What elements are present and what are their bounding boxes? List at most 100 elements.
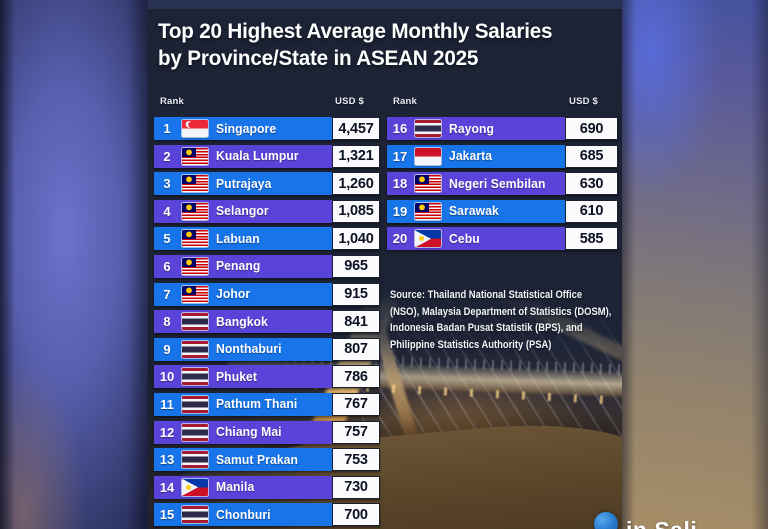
rank-number: 5 — [163, 231, 171, 247]
province-name: Nonthaburi — [216, 342, 282, 357]
province-name: Jakarta — [449, 149, 493, 164]
ranking-column-left: 1 Singapore 4,457 2 Kuala Lumpur 1,321 3… — [154, 117, 380, 529]
salary-value: 610 — [565, 199, 618, 223]
province-name: Sarawak — [449, 204, 499, 219]
table-row: 2 Kuala Lumpur 1,321 — [154, 144, 380, 168]
province-name: Negeri Sembilan — [449, 176, 546, 191]
salary-value: 965 — [332, 254, 380, 278]
province-name: Pathum Thani — [216, 397, 298, 412]
table-row: 12 Chiang Mai 757 — [154, 420, 380, 444]
salary-value: 730 — [332, 475, 380, 499]
province-name: Penang — [216, 259, 261, 274]
rank-number: 3 — [163, 176, 171, 192]
watermark-circle-icon — [594, 512, 618, 529]
rank-number: 20 — [392, 231, 408, 247]
watermark-text: in Sali — [626, 517, 697, 529]
table-row: 1 Singapore 4,457 — [154, 117, 380, 140]
country-flag-icon — [415, 120, 441, 137]
usd-header-left: USD $ — [335, 96, 364, 107]
salary-value: 700 — [332, 503, 380, 527]
salary-value: 753 — [332, 448, 380, 472]
province-name: Phuket — [216, 369, 258, 384]
watermark-logo: in Sali — [594, 512, 697, 529]
country-flag-icon — [182, 230, 208, 248]
table-row: 11 Pathum Thani 767 — [154, 392, 380, 416]
salary-value: 1,085 — [332, 199, 380, 223]
province-name: Putrajaya — [216, 176, 272, 191]
country-flag-icon — [415, 147, 441, 165]
blurred-backdrop-left — [0, 0, 148, 529]
rank-number: 18 — [392, 176, 408, 192]
province-name: Labuan — [216, 231, 260, 246]
province-name: Johor — [216, 287, 251, 302]
blurred-backdrop-right — [622, 0, 768, 529]
table-row: 5 Labuan 1,040 — [154, 227, 380, 251]
province-name: Chiang Mai — [216, 425, 282, 440]
rank-number: 13 — [159, 452, 175, 468]
table-row: 15 Chonburi 700 — [154, 503, 380, 527]
rank-number: 11 — [160, 396, 174, 412]
salary-value: 690 — [565, 117, 618, 140]
rank-number: 4 — [163, 203, 171, 219]
province-name: Cebu — [449, 231, 480, 246]
country-flag-icon — [182, 120, 208, 137]
table-row: 14 Manila 730 — [154, 475, 380, 499]
rank-number: 12 — [159, 424, 175, 440]
rank-number: 17 — [392, 148, 408, 164]
country-flag-icon — [415, 175, 441, 193]
country-flag-icon — [182, 340, 208, 358]
salary-value: 1,260 — [332, 172, 380, 196]
country-flag-icon — [182, 285, 208, 303]
rank-number: 14 — [159, 479, 175, 495]
country-flag-icon — [182, 478, 208, 496]
panel-top-band — [148, 0, 622, 9]
table-row: 4 Selangor 1,085 — [154, 199, 380, 223]
rank-number: 1 — [163, 121, 171, 136]
table-row: 8 Bangkok 841 — [154, 310, 380, 334]
ranking-column-right: 16 Rayong 690 17 Jakarta 685 18 Negeri S… — [387, 117, 618, 255]
rank-number: 15 — [159, 507, 175, 523]
rank-number: 9 — [163, 341, 171, 357]
rank-number: 2 — [163, 148, 171, 164]
country-flag-icon — [415, 202, 441, 220]
table-row: 3 Putrajaya 1,260 — [154, 172, 380, 196]
table-row: 6 Penang 965 — [154, 254, 380, 278]
rank-number: 6 — [163, 258, 171, 274]
rank-header-left: Rank — [160, 96, 185, 107]
salary-value: 1,321 — [332, 144, 380, 168]
rank-number: 10 — [159, 369, 175, 385]
province-name: Singapore — [216, 121, 277, 136]
country-flag-icon — [182, 147, 208, 165]
country-flag-icon — [182, 451, 208, 469]
province-name: Manila — [216, 480, 255, 495]
country-flag-icon — [182, 506, 208, 524]
rank-number: 19 — [392, 203, 408, 219]
table-row: 9 Nonthaburi 807 — [154, 337, 380, 361]
table-row: 7 Johor 915 — [154, 282, 380, 306]
title-line-2: by Province/State in ASEAN 2025 — [158, 46, 479, 70]
rank-number: 7 — [163, 286, 171, 302]
salary-value: 1,040 — [332, 227, 380, 251]
table-row: 13 Samut Prakan 753 — [154, 448, 380, 472]
salary-value: 841 — [332, 310, 380, 334]
salary-value: 767 — [332, 392, 380, 416]
rank-number: 16 — [392, 121, 408, 136]
salary-value: 757 — [332, 420, 380, 444]
province-name: Kuala Lumpur — [216, 149, 299, 164]
salary-value: 786 — [332, 365, 380, 389]
country-flag-icon — [182, 368, 208, 386]
salary-value: 685 — [565, 144, 618, 168]
table-row: 19 Sarawak 610 — [387, 199, 618, 223]
rank-header-right: Rank — [393, 96, 418, 107]
salary-value: 630 — [565, 172, 618, 196]
usd-header-right: USD $ — [569, 96, 598, 107]
province-name: Bangkok — [216, 314, 268, 329]
table-row: 20 Cebu 585 — [387, 227, 618, 251]
salary-value: 585 — [565, 227, 618, 251]
country-flag-icon — [182, 202, 208, 220]
source-note: Source: Thailand National Statistical Of… — [390, 289, 612, 351]
country-flag-icon — [415, 230, 441, 248]
salary-value: 4,457 — [332, 117, 380, 140]
province-name: Selangor — [216, 204, 269, 219]
